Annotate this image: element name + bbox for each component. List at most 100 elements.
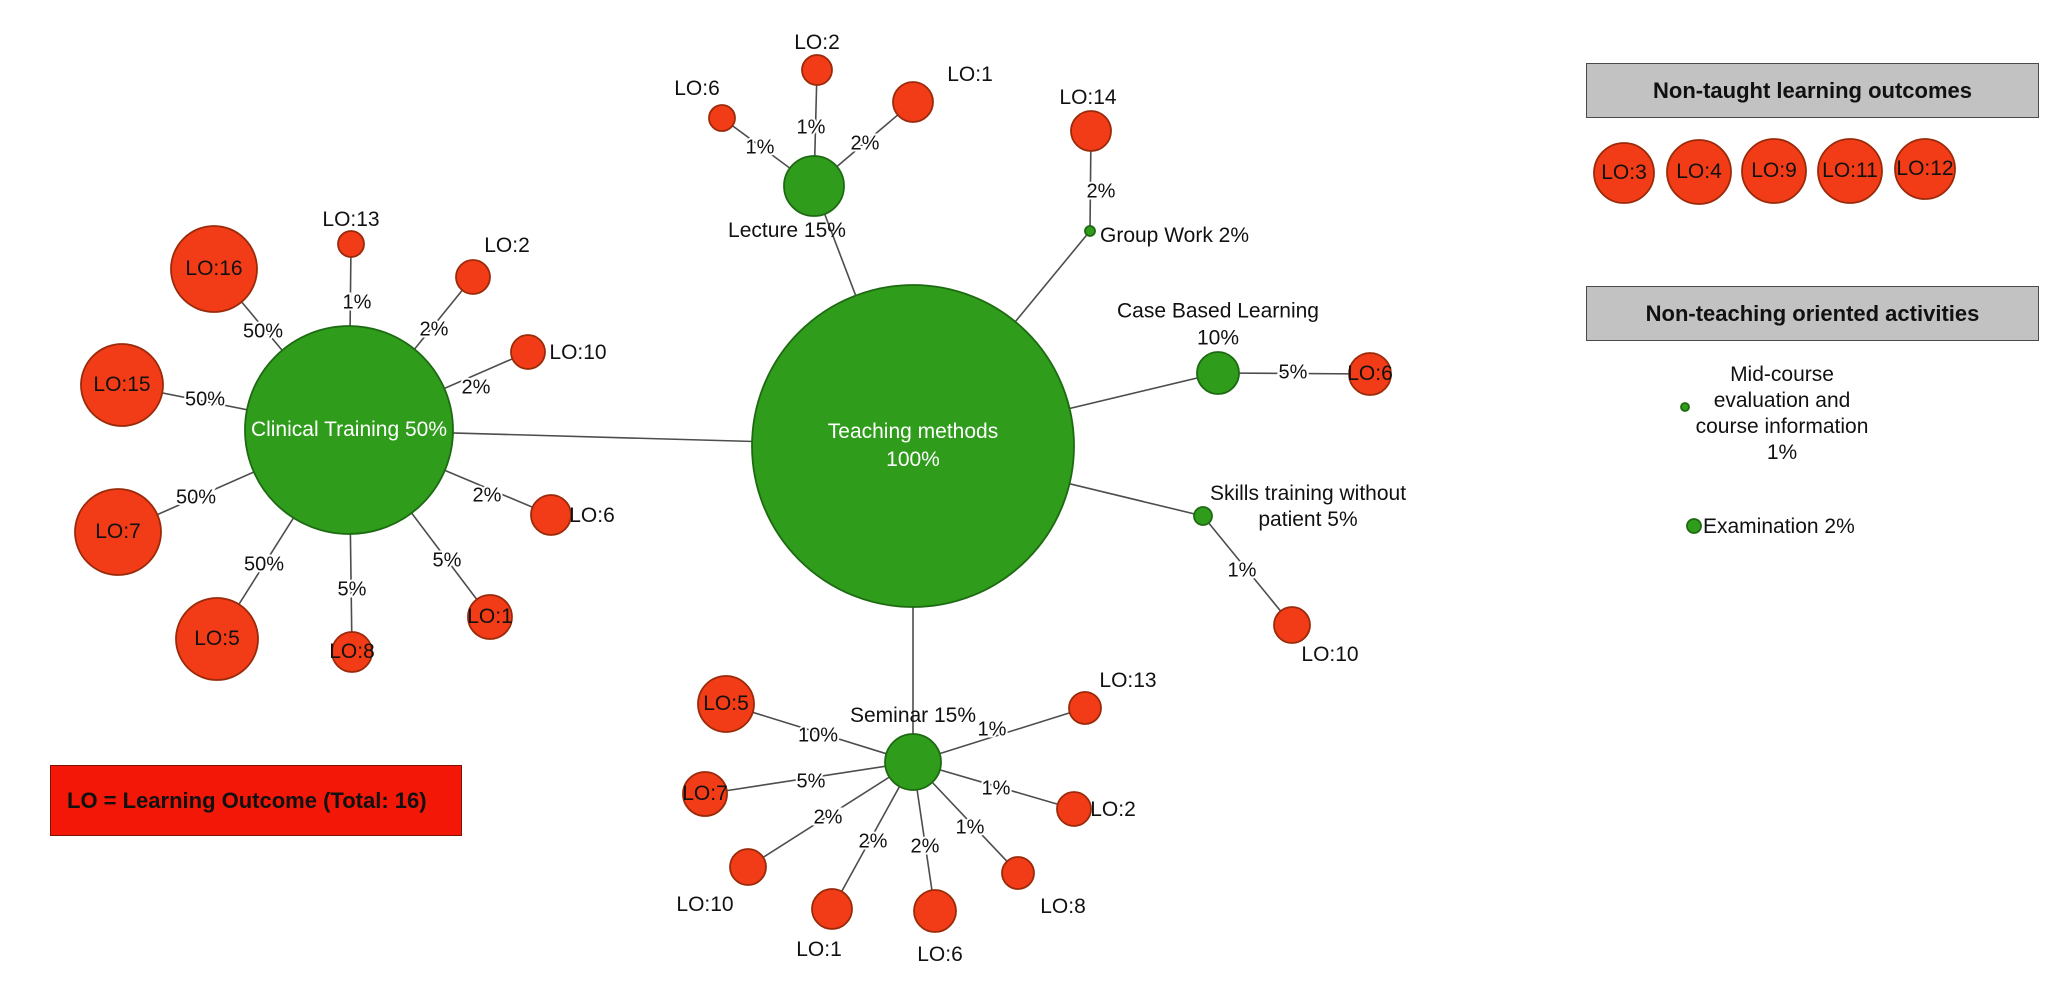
node-c2c bbox=[455, 259, 491, 295]
node-label-se7: LO:7 bbox=[682, 782, 728, 805]
edge-seminar-se13 bbox=[912, 707, 1086, 763]
node-label-c13: LO:13 bbox=[322, 208, 379, 231]
edge-label-lecture-le2: 1% bbox=[797, 116, 826, 138]
node-le2 bbox=[801, 54, 833, 86]
edge-label-clinical-c1: 5% bbox=[433, 549, 462, 571]
node-seminar bbox=[884, 733, 942, 791]
node-label-se1: LO:1 bbox=[796, 938, 842, 961]
edge-label-lecture-le6: 1% bbox=[746, 136, 775, 158]
node-label-se2: LO:2 bbox=[1090, 798, 1136, 821]
node-le1 bbox=[892, 81, 934, 123]
node-sk10 bbox=[1273, 606, 1311, 644]
node-c10 bbox=[510, 334, 546, 370]
node-label-c15: LO:15 bbox=[93, 373, 150, 396]
node-c6 bbox=[530, 494, 572, 536]
edge-label-clinical-c6: 2% bbox=[473, 484, 502, 506]
non-taught-outcomes-header: Non-taught learning outcomes bbox=[1586, 63, 2039, 118]
node-label-le6: LO:6 bbox=[674, 77, 720, 100]
edge-label-seminar-se6: 2% bbox=[911, 835, 940, 857]
node-label-se6: LO:6 bbox=[917, 943, 963, 966]
node-label-skills: Skills training without patient 5% bbox=[1210, 482, 1406, 531]
edge-label-clinical-c15: 50% bbox=[185, 388, 225, 410]
edge-label-seminar-se10: 2% bbox=[814, 806, 843, 828]
node-label-nt9: LO:9 bbox=[1751, 159, 1797, 182]
node-se7 bbox=[682, 771, 728, 817]
node-label-le1: LO:1 bbox=[947, 63, 993, 86]
node-cbl6 bbox=[1348, 352, 1392, 396]
edge-cbl-cbl6 bbox=[1217, 372, 1371, 375]
node-c15 bbox=[80, 343, 164, 427]
node-label-lo14: LO:14 bbox=[1059, 86, 1117, 109]
node-label-nt4: LO:4 bbox=[1676, 160, 1722, 183]
node-se8 bbox=[1001, 856, 1035, 890]
edge-label-clinical-c16: 50% bbox=[243, 320, 283, 342]
node-le6 bbox=[708, 104, 736, 132]
edge-label-clinical-c13: 1% bbox=[343, 291, 372, 313]
node-label-le2: LO:2 bbox=[794, 31, 840, 54]
edge-label-seminar-se5: 10% bbox=[798, 724, 838, 746]
edge-label-lo14-groupwork: 2% bbox=[1087, 180, 1116, 202]
node-se1 bbox=[811, 888, 853, 930]
edge-seminar-se7 bbox=[704, 761, 914, 795]
node-label-cbl6: LO:6 bbox=[1347, 362, 1393, 385]
node-label-se8: LO:8 bbox=[1040, 895, 1086, 918]
node-nt9 bbox=[1741, 138, 1807, 204]
edge-label-clinical-c5: 50% bbox=[244, 553, 284, 575]
node-c8 bbox=[331, 631, 373, 673]
node-label-nt12: LO:12 bbox=[1896, 157, 1953, 180]
node-se2 bbox=[1056, 791, 1092, 827]
node-groupwork bbox=[1084, 225, 1096, 237]
node-exam bbox=[1686, 518, 1702, 534]
node-cbl bbox=[1196, 351, 1240, 395]
node-label-c2c: LO:2 bbox=[484, 234, 530, 257]
legend-box: LO = Learning Outcome (Total: 16) bbox=[50, 765, 462, 836]
edge-label-lecture-le1: 2% bbox=[851, 132, 880, 154]
node-label-c1: LO:1 bbox=[467, 605, 513, 628]
node-label-nt3: LO:3 bbox=[1601, 161, 1647, 184]
node-clinical bbox=[244, 325, 454, 535]
non-teaching-activities-header: Non-teaching oriented activities bbox=[1586, 286, 2039, 341]
node-label-groupwork: Group Work 2% bbox=[1100, 224, 1249, 247]
node-label-lecture: Lecture 15% bbox=[728, 219, 846, 242]
node-c7 bbox=[74, 488, 162, 576]
edge-seminar-se10 bbox=[747, 761, 914, 868]
node-label-teaching: Teaching methods 100% bbox=[828, 420, 998, 471]
node-label-se5: LO:5 bbox=[703, 692, 749, 715]
node-nt4 bbox=[1666, 139, 1732, 205]
node-lo14 bbox=[1070, 110, 1112, 152]
edge-label-seminar-se7: 5% bbox=[797, 770, 826, 792]
node-label-cbl: Case Based Learning 10% bbox=[1117, 299, 1319, 349]
node-label-c6: LO:6 bbox=[569, 504, 615, 527]
edge-label-seminar-se13: 1% bbox=[978, 718, 1007, 740]
node-label-c7: LO:7 bbox=[95, 520, 141, 543]
edge-label-cbl-cbl6: 5% bbox=[1279, 361, 1308, 383]
edge-label-seminar-se8: 1% bbox=[956, 816, 985, 838]
node-c1 bbox=[467, 594, 513, 640]
node-c13 bbox=[337, 230, 365, 258]
edge-label-seminar-se2: 1% bbox=[982, 777, 1011, 799]
edge-label-clinical-c7: 50% bbox=[176, 486, 216, 508]
node-label-se13: LO:13 bbox=[1099, 669, 1156, 692]
node-c16 bbox=[170, 225, 258, 313]
node-se10 bbox=[729, 848, 767, 886]
node-label-c16: LO:16 bbox=[185, 257, 242, 280]
edge-label-clinical-c2c: 2% bbox=[420, 318, 449, 340]
edge-label-seminar-se1: 2% bbox=[859, 830, 888, 852]
node-label-se10: LO:10 bbox=[676, 893, 733, 916]
node-label-sk10: LO:10 bbox=[1301, 643, 1358, 666]
edge-label-clinical-c10: 2% bbox=[462, 376, 491, 398]
node-nt12 bbox=[1894, 138, 1956, 200]
edge-label-skills-sk10: 1% bbox=[1228, 559, 1257, 581]
edge-seminar-se5 bbox=[725, 703, 914, 763]
edge-label-clinical-c8: 5% bbox=[338, 578, 367, 600]
node-se5 bbox=[697, 675, 755, 733]
node-se13 bbox=[1068, 691, 1102, 725]
node-label-exam: Examination 2% bbox=[1703, 515, 1855, 538]
node-c5 bbox=[175, 597, 259, 681]
node-label-seminar: Seminar 15% bbox=[850, 704, 976, 727]
node-nt3 bbox=[1593, 142, 1655, 204]
node-skills bbox=[1193, 506, 1213, 526]
node-se6 bbox=[913, 889, 957, 933]
